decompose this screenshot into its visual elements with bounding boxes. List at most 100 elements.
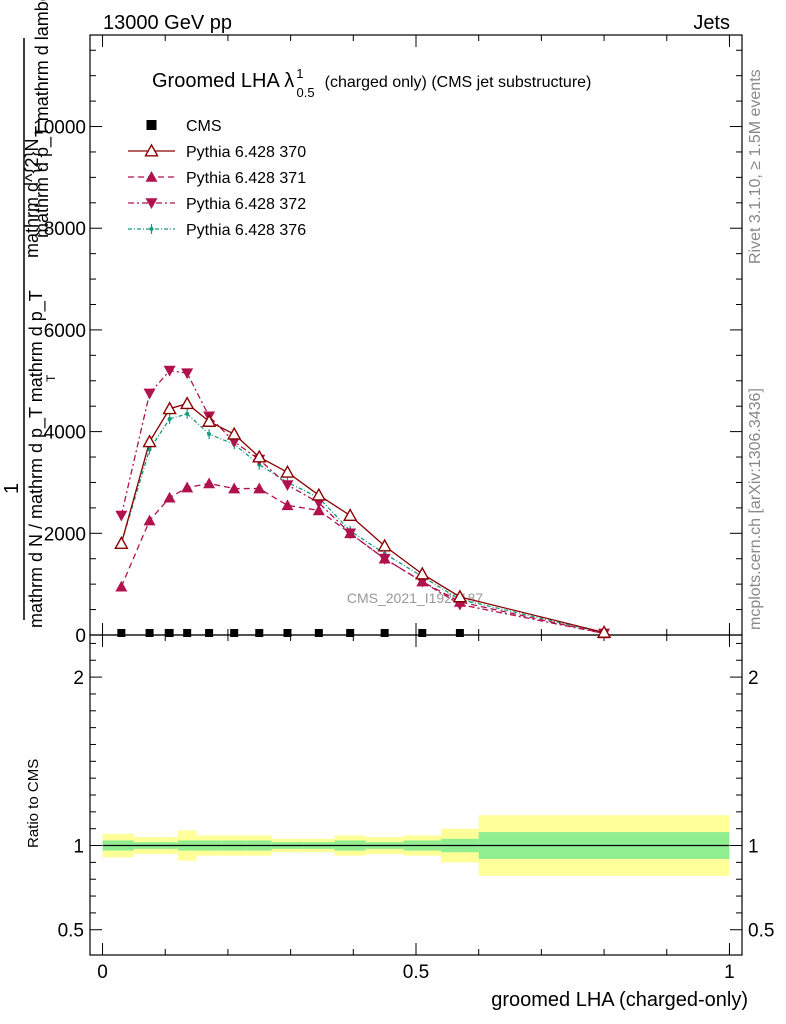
y-axis-label-lead: 1: [1, 483, 23, 494]
cms-point: [183, 629, 192, 637]
legend-label: Pythia 6.428 371: [186, 170, 306, 187]
cms-data: [117, 629, 464, 637]
legend-label: Pythia 6.428 376: [186, 222, 306, 239]
series-point: [142, 434, 157, 448]
header-left: 13000 GeV pp: [103, 12, 232, 34]
series-point: [311, 487, 327, 501]
x-tick-label: 0: [97, 962, 108, 983]
series-line: [120, 482, 605, 635]
cms-point: [117, 629, 126, 637]
chart-title: Groomed LHA λ 1 0.5 (charged only) (CMS jet…: [152, 66, 591, 100]
y-tick-label: 2000: [44, 524, 86, 545]
y-tick-label: 6000: [44, 321, 86, 342]
ratio-bands: [102, 815, 730, 876]
series-point: [163, 365, 176, 377]
cms-point: [255, 629, 264, 637]
series-point: [162, 401, 177, 415]
cms-point: [380, 629, 389, 637]
y-tick-label: 4000: [44, 423, 86, 444]
header-right: Jets: [693, 12, 730, 34]
ratio-y-tick-label: 0.5: [58, 921, 84, 942]
legend-item-4: Pythia 6.428 376: [128, 222, 306, 239]
series-line: [120, 413, 605, 634]
legend-marker: [144, 143, 159, 157]
series-point: [415, 566, 430, 580]
series-point: [342, 508, 358, 522]
ratio-y-axis-label: Ratio to CMS: [25, 759, 42, 848]
cms-point: [205, 629, 214, 637]
rivet-label: Rivet 3.1.10, ≥ 1.5M events: [747, 69, 764, 264]
legend-item-3: Pythia 6.428 372: [128, 196, 306, 213]
series-point: [281, 499, 294, 511]
cms-point: [145, 629, 154, 637]
series-point: [115, 510, 128, 522]
series-point: [253, 482, 266, 494]
series-layer: [114, 365, 612, 640]
ratio-y-tick-label-right: 2: [748, 668, 759, 689]
series-point: [201, 413, 217, 427]
series-point: [227, 426, 242, 440]
cms-point: [455, 629, 464, 637]
cms-point: [346, 629, 355, 637]
legend: CMS Pythia 6.428 370 Pythia 6.428 371 Pythi…: [128, 118, 306, 239]
mcplots-label: mcplots.cern.ch [arXiv:1306.3436]: [747, 388, 764, 630]
series-point: [228, 436, 241, 448]
series-point: [115, 580, 128, 592]
series-point: [452, 589, 468, 603]
series-point: [280, 464, 295, 478]
x-tick-label: 0.5: [403, 962, 429, 983]
ratio-y-tick-label-right: 1: [748, 837, 759, 858]
cms-point: [283, 629, 292, 637]
x-tick-label: 1: [724, 962, 735, 983]
series-point: [114, 536, 129, 549]
chart-title-sup: 1: [296, 66, 303, 81]
y-axis-label-numerator: mathrm d^{2}N: [22, 139, 42, 259]
y-tick-label: 0: [75, 626, 86, 647]
ratio-panel-frame: [89, 634, 743, 956]
series-point: [312, 504, 325, 516]
series-point: [281, 480, 294, 491]
chart-title-sub: 0.5: [297, 85, 315, 100]
legend-marker: [146, 120, 157, 130]
legend-item-2: Pythia 6.428 371: [128, 170, 306, 187]
series-point: [252, 449, 267, 463]
series-point: [344, 528, 357, 540]
series-point: [143, 514, 156, 526]
x-axis-label: groomed LHA (charged-only): [491, 989, 748, 1011]
series-point: [181, 368, 194, 380]
chart-title-suffix: (charged only) (CMS jet substructure): [325, 74, 592, 91]
ratio-y-tick-label: 2: [73, 668, 84, 689]
chart-title-main: Groomed LHA λ: [152, 70, 294, 92]
cms-point: [418, 629, 427, 637]
series-1: [114, 396, 612, 638]
legend-label: Pythia 6.428 372: [186, 196, 306, 213]
cms-point: [165, 629, 174, 637]
series-point: [416, 576, 429, 588]
series-point: [179, 396, 195, 410]
y-axis-label-denominator: mathrm d N / mathrm d p_T mathrm d p_T: [26, 290, 47, 628]
y-axis-label-numerator-tail: mathrm d p_T mathrm d lambda: [32, 0, 53, 238]
cms-point: [314, 629, 323, 637]
legend-item-1: Pythia 6.428 370: [128, 143, 306, 161]
y-tick-label: 10000: [33, 118, 86, 139]
legend-label: CMS: [186, 118, 222, 135]
series-point: [163, 491, 176, 503]
series-point: [203, 477, 216, 489]
cms-point: [230, 629, 239, 637]
series-point: [596, 625, 612, 638]
legend-item-cms: CMS: [146, 118, 222, 135]
series-point: [181, 481, 194, 493]
y-tick-label: 8000: [44, 219, 86, 240]
axis-ticks: 0 2000 4000 6000 8000 10000 0.5 0.5 1 1 2 2 0 0.5 1: [33, 35, 774, 983]
analysis-watermark: CMS_2021_I1920187: [347, 590, 483, 606]
series-point: [143, 388, 156, 400]
series-2: [115, 477, 611, 639]
series-point: [228, 482, 241, 494]
series-point: [377, 538, 392, 552]
series-point: [312, 497, 325, 509]
ratio-y-tick-label: 1: [73, 837, 84, 858]
legend-label: Pythia 6.428 370: [186, 144, 306, 161]
legend-marker: [145, 198, 158, 209]
ratio-y-tick-label-right: 0.5: [748, 921, 774, 942]
